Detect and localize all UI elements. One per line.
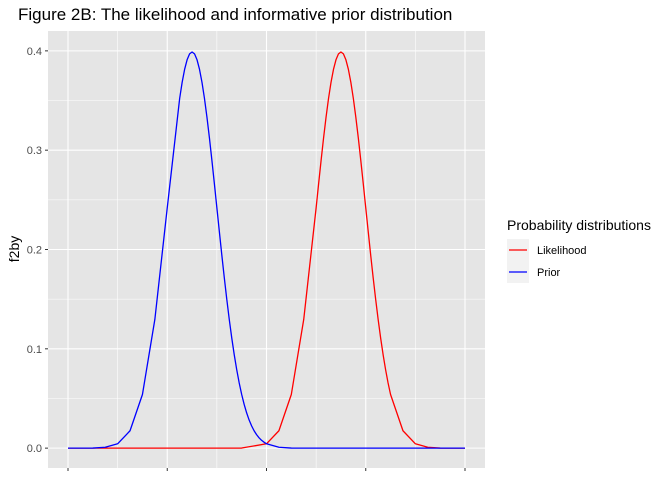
axes: 0.0 0.1 0.2 0.3 0.4 (27, 46, 466, 471)
grid-major (48, 31, 485, 468)
legend-label-likelihood: Likelihood (537, 245, 587, 257)
y-tick-label: 0.0 (27, 443, 42, 455)
chart-title: Figure 2B: The likelihood and informativ… (18, 5, 452, 24)
series-line-likelihood (68, 51, 466, 449)
legend: Probability distributions Likelihood Prio… (507, 217, 651, 283)
y-tick-label: 0.4 (27, 46, 42, 58)
series-line-prior (67, 51, 465, 449)
legend-label-prior: Prior (537, 267, 561, 279)
y-tick-label: 0.1 (27, 344, 42, 356)
y-axis-title: f2by (6, 236, 22, 262)
legend-title: Probability distributions (507, 217, 651, 233)
series-lines (67, 51, 466, 449)
y-tick-label: 0.2 (27, 245, 42, 257)
y-tick-label: 0.3 (27, 145, 42, 157)
